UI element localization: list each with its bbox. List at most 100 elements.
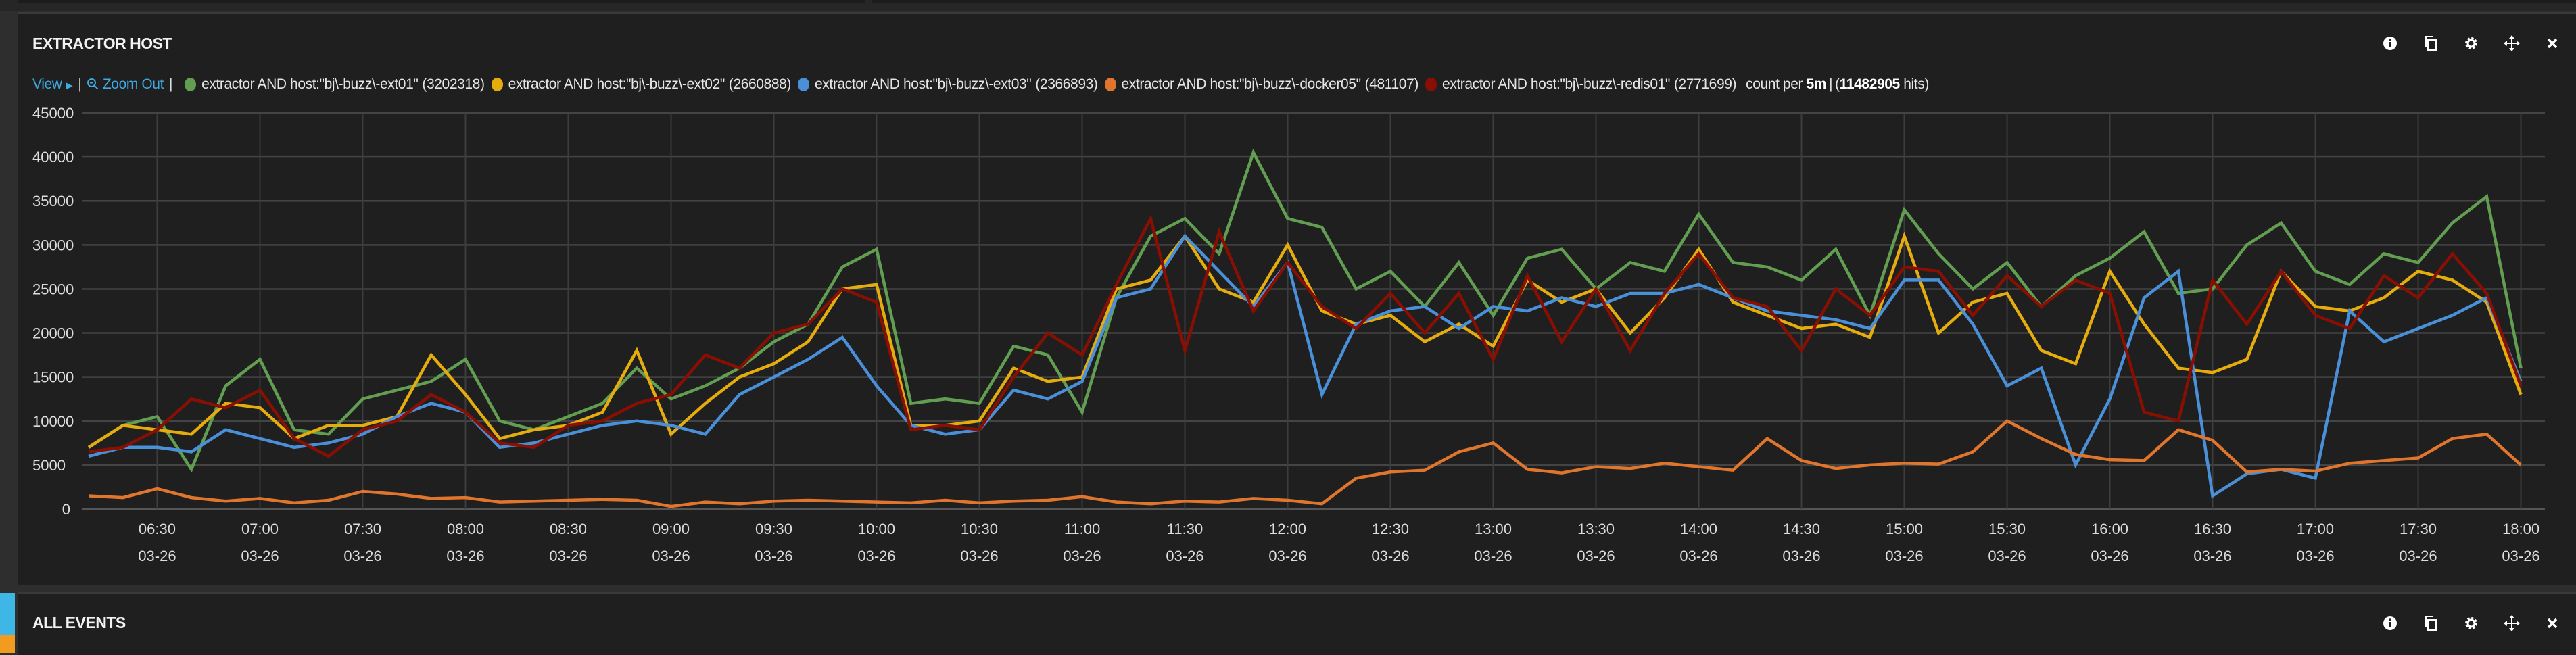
interval-value: 5m <box>1806 76 1827 92</box>
legend-items: extractor AND host:"bj\-buzz\-ext01" (320… <box>178 76 1737 93</box>
x-tick-time: 09:00 <box>652 520 690 537</box>
histogram-chart[interactable]: 0 5000 10000 15000 20000 25000 30000 35000 40000… <box>0 0 2576 588</box>
x-tick-date: 03-26 <box>2193 548 2231 564</box>
x-tick-time: 15:00 <box>1886 520 1923 537</box>
previous-panel-edge <box>18 0 865 3</box>
legend-label-ext03[interactable]: extractor AND host:"bj\-buzz\-ext03" <box>815 76 1032 92</box>
x-tick-time: 16:00 <box>2091 520 2128 537</box>
x-tick-time: 07:00 <box>241 520 279 537</box>
x-tick-time: 13:00 <box>1475 520 1512 537</box>
panel-toolbar <box>2381 34 2561 52</box>
legend-label-ext01[interactable]: extractor AND host:"bj\-buzz\-ext01" <box>201 76 419 92</box>
x-tick-date: 03-26 <box>138 548 176 564</box>
x-tick-time: 07:30 <box>344 520 381 537</box>
series-line-docker05 <box>88 419 2523 508</box>
legend-swatch-ext02[interactable] <box>491 78 503 91</box>
total-hits: 11482905 <box>1839 76 1900 92</box>
zoom-out-icon <box>87 76 99 92</box>
x-tick-date: 03-26 <box>1063 548 1101 564</box>
chart-legend: View ▶ | Zoom Out | extractor AND host:"… <box>32 76 1929 93</box>
series-line-ext02 <box>87 231 2523 449</box>
panel-title: EXTRACTOR HOST <box>32 34 172 52</box>
legend-label-ext02[interactable]: extractor AND host:"bj\-buzz\-ext02" <box>508 76 725 92</box>
legend-swatch-ext01[interactable] <box>185 78 197 91</box>
y-tick-label: 45000 <box>32 105 74 122</box>
panel-toolbar <box>2381 614 2561 632</box>
x-tick-date: 03-26 <box>2296 548 2334 564</box>
x-tick-time: 16:30 <box>2194 520 2231 537</box>
view-label: View <box>32 76 62 92</box>
info-icon[interactable] <box>2381 34 2399 52</box>
gear-icon[interactable] <box>2462 614 2480 632</box>
x-tick-time: 10:30 <box>961 520 998 537</box>
info-icon[interactable] <box>2381 614 2399 632</box>
x-tick-date: 03-26 <box>1782 548 1820 564</box>
x-tick-date: 03-26 <box>755 548 792 564</box>
close-icon[interactable] <box>2544 34 2561 52</box>
x-tick-time: 09:30 <box>755 520 792 537</box>
panel-color-stripe <box>0 593 15 635</box>
legend-label-docker05[interactable]: extractor AND host:"bj\-buzz\-docker05" <box>1121 76 1362 92</box>
x-tick-date: 03-26 <box>857 548 895 564</box>
x-tick-time: 15:30 <box>1988 520 2026 537</box>
x-tick-date: 03-26 <box>2399 548 2437 564</box>
view-menu-button[interactable]: View ▶ <box>32 76 73 93</box>
move-icon[interactable] <box>2503 614 2521 632</box>
panel-color-stripe <box>0 635 15 653</box>
legend-count-ext02: (2660888) <box>728 76 792 92</box>
close-icon[interactable] <box>2544 614 2561 632</box>
count-per-label: count per <box>1746 76 1803 92</box>
gear-icon[interactable] <box>2462 34 2480 52</box>
x-tick-date: 03-26 <box>549 548 587 564</box>
series-line-redis01 <box>88 214 2523 458</box>
x-tick-time: 08:00 <box>447 520 484 537</box>
hits-label: hits) <box>1903 76 1929 92</box>
x-tick-time: 11:30 <box>1167 520 1203 537</box>
legend-count-docker05: (481107) <box>1364 76 1419 92</box>
x-tick-time: 17:30 <box>2400 520 2437 537</box>
legend-swatch-docker05[interactable] <box>1104 78 1116 91</box>
x-tick-date: 03-26 <box>1371 548 1409 564</box>
zoom-out-label: Zoom Out <box>102 76 164 92</box>
x-tick-date: 03-26 <box>1679 548 1717 564</box>
legend-swatch-redis01[interactable] <box>1425 78 1437 91</box>
legend-count-ext03: (2366893) <box>1035 76 1098 92</box>
x-tick-date: 03-26 <box>2502 548 2539 564</box>
panel-title: ALL EVENTS <box>32 614 126 631</box>
zoom-out-button[interactable]: Zoom Out <box>87 76 164 93</box>
top-strip <box>0 0 2576 11</box>
x-tick-time: 06:30 <box>139 520 176 537</box>
y-tick-label: 25000 <box>32 281 74 297</box>
x-tick-time: 08:30 <box>550 520 587 537</box>
x-tick-time: 14:00 <box>1680 520 1717 537</box>
x-tick-date: 03-26 <box>1474 548 1512 564</box>
x-tick-date: 03-26 <box>446 548 484 564</box>
all-events-panel: ALL EVENTS <box>18 592 2576 655</box>
y-tick-label: 10000 <box>32 413 74 430</box>
move-icon[interactable] <box>2503 34 2521 52</box>
legend-swatch-ext03[interactable] <box>798 78 810 91</box>
y-tick-label: 30000 <box>32 237 74 253</box>
y-tick-label: 20000 <box>32 325 74 342</box>
caret-right-icon: ▶ <box>65 80 73 91</box>
x-tick-date: 03-26 <box>1268 548 1306 564</box>
y-tick-label: 35000 <box>32 193 74 210</box>
duplicate-icon[interactable] <box>2422 34 2439 52</box>
x-tick-date: 03-26 <box>1988 548 2026 564</box>
x-tick-date: 03-26 <box>1577 548 1615 564</box>
hits-open: ( <box>1835 76 1840 92</box>
x-tick-date: 03-26 <box>652 548 690 564</box>
x-tick-date: 03-26 <box>241 548 279 564</box>
divider: | <box>169 76 173 92</box>
x-tick-time: 13:30 <box>1577 520 1615 537</box>
duplicate-icon[interactable] <box>2422 614 2439 632</box>
x-tick-date: 03-26 <box>1885 548 1923 564</box>
x-tick-date: 03-26 <box>2091 548 2128 564</box>
x-tick-time: 14:30 <box>1783 520 1820 537</box>
x-tick-time: 17:00 <box>2297 520 2334 537</box>
x-tick-time: 11:00 <box>1064 520 1100 537</box>
divider: | <box>1829 76 1833 92</box>
x-tick-time: 12:30 <box>1372 520 1409 537</box>
legend-label-redis01[interactable]: extractor AND host:"bj\-buzz\-redis01" <box>1441 76 1670 92</box>
x-tick-time: 18:00 <box>2502 520 2539 537</box>
